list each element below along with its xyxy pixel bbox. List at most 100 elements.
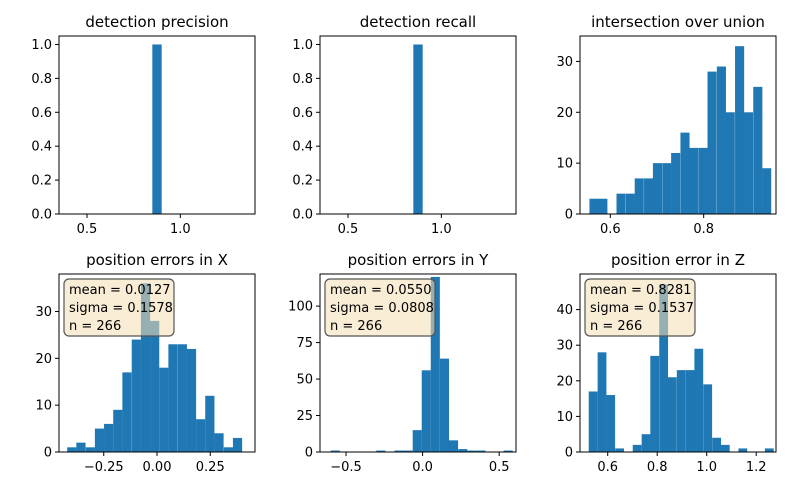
y-tick-label: 10 xyxy=(556,410,573,425)
histogram-bar xyxy=(413,44,423,214)
subplot-title: detection recall xyxy=(360,13,476,31)
histogram-bar xyxy=(698,147,708,214)
y-tick-label: 0.6 xyxy=(292,106,313,121)
histogram-bar xyxy=(615,448,625,452)
histogram-bar xyxy=(458,449,468,452)
x-tick-label: 1.0 xyxy=(170,222,191,237)
histogram-bar xyxy=(448,440,459,452)
histogram-bar xyxy=(467,450,477,452)
histogram-bar xyxy=(671,152,681,214)
histogram-bar xyxy=(762,168,772,214)
y-tick-label: 0.8 xyxy=(31,72,52,87)
subplot-1: detection precision 0.5 1.0 0.0 0.2 0.4 0.6 0.8… xyxy=(31,13,256,237)
stats-box xyxy=(63,278,175,337)
axes-frame xyxy=(319,273,517,453)
y-tick-label: 0 xyxy=(565,446,573,461)
y-tick-label: 30 xyxy=(556,55,573,70)
y-tick-label: 10 xyxy=(556,157,573,172)
histogram-bar xyxy=(168,344,178,452)
histogram-bar xyxy=(680,132,690,214)
y-tick-label: 75 xyxy=(296,336,313,351)
histogram-bar xyxy=(403,450,413,452)
x-tick-label: −0.5 xyxy=(330,460,362,475)
stats-sigma: sigma = 0.1537 xyxy=(590,301,694,316)
x-tick-label: 0.5 xyxy=(489,460,510,475)
subplot-4: position errors in X −0.25 0.00 0.25 0 10 20 30… xyxy=(35,251,256,475)
y-tick-label: 40 xyxy=(556,303,573,318)
y-tick-label: 0.0 xyxy=(31,208,52,223)
stats-n: n = 266 xyxy=(330,319,382,334)
y-tick-label: 20 xyxy=(556,374,573,389)
x-tick-label: 0.5 xyxy=(338,222,359,237)
histogram-bar xyxy=(85,447,95,452)
axes-frame xyxy=(58,35,256,215)
histogram-bar xyxy=(232,437,243,452)
histogram-bar xyxy=(214,433,224,452)
histogram-bar xyxy=(430,276,440,452)
y-tick-label: 0.2 xyxy=(292,174,313,189)
histogram-bar xyxy=(589,198,599,214)
y-tick-label: 100 xyxy=(288,300,313,315)
histogram-bar xyxy=(421,370,431,452)
histogram-bar xyxy=(703,384,713,452)
histogram-bar xyxy=(330,450,340,452)
axes-frame xyxy=(579,273,777,453)
histogram-bar xyxy=(177,344,187,452)
y-tick-label: 30 xyxy=(556,339,573,354)
subplot-title: intersection over union xyxy=(591,13,765,31)
histogram-bar xyxy=(676,370,686,452)
histogram-bar xyxy=(94,428,105,452)
y-tick-label: 30 xyxy=(35,305,52,320)
x-tick-label: 0.0 xyxy=(412,460,433,475)
stats-n: n = 266 xyxy=(69,319,121,334)
subplot-title: position error in Z xyxy=(611,251,745,269)
histogram-bar xyxy=(598,198,608,214)
histogram-bar xyxy=(625,193,635,214)
histogram-bar xyxy=(476,450,486,452)
y-tick-label: 0 xyxy=(565,208,573,223)
histogram-bar xyxy=(196,419,206,452)
histogram-bar xyxy=(634,178,644,214)
subplot-title: position errors in Y xyxy=(348,251,490,269)
histogram-bar xyxy=(205,395,215,452)
histogram-bar xyxy=(439,358,450,452)
stats-sigma: sigma = 0.0808 xyxy=(330,301,434,316)
histogram-bar xyxy=(667,377,677,452)
histogram-bar xyxy=(652,163,663,214)
histogram-bar xyxy=(503,450,513,452)
histogram-bar xyxy=(159,367,169,452)
stats-mean: mean = 0.0127 xyxy=(69,283,171,298)
y-tick-label: 20 xyxy=(35,352,52,367)
x-tick-label: 0.8 xyxy=(647,460,668,475)
y-tick-label: 50 xyxy=(296,373,313,388)
stats-box xyxy=(324,278,436,337)
x-tick-label: 0.6 xyxy=(597,460,618,475)
y-tick-label: 0.8 xyxy=(292,72,313,87)
histogram-bar xyxy=(632,444,642,452)
histogram-bar xyxy=(412,430,422,452)
histogram-bar xyxy=(223,447,233,452)
y-tick-label: 20 xyxy=(556,106,573,121)
subplot-5: position errors in Y −0.5 0.0 0.5 0 25 50 75 100… xyxy=(288,251,517,475)
stats-n: n = 266 xyxy=(590,319,642,334)
axes-frame xyxy=(579,35,777,215)
x-tick-label: 0.00 xyxy=(143,460,172,475)
histogram-bar xyxy=(662,163,672,214)
stats-box xyxy=(584,278,696,337)
histogram-bar xyxy=(735,46,745,214)
histogram-bar xyxy=(644,178,654,214)
histogram-bar xyxy=(67,447,77,452)
histogram-bar xyxy=(122,372,132,452)
histogram-bar xyxy=(606,395,616,452)
subplot-3: intersection over union 0.6 0.8 0 10 20 30 xyxy=(556,13,777,237)
histogram-bar xyxy=(131,339,141,452)
subplot-2: detection recall 0.5 1.0 0.0 0.2 0.4 0.6 0.8 1.0 xyxy=(292,13,517,237)
y-tick-label: 1.0 xyxy=(31,38,52,53)
subplot-title: position errors in X xyxy=(86,251,228,269)
y-tick-label: 0.4 xyxy=(31,140,52,155)
histogram-bar xyxy=(394,450,404,452)
x-tick-label: 0.6 xyxy=(600,222,621,237)
stats-mean: mean = 0.0550 xyxy=(330,283,432,298)
